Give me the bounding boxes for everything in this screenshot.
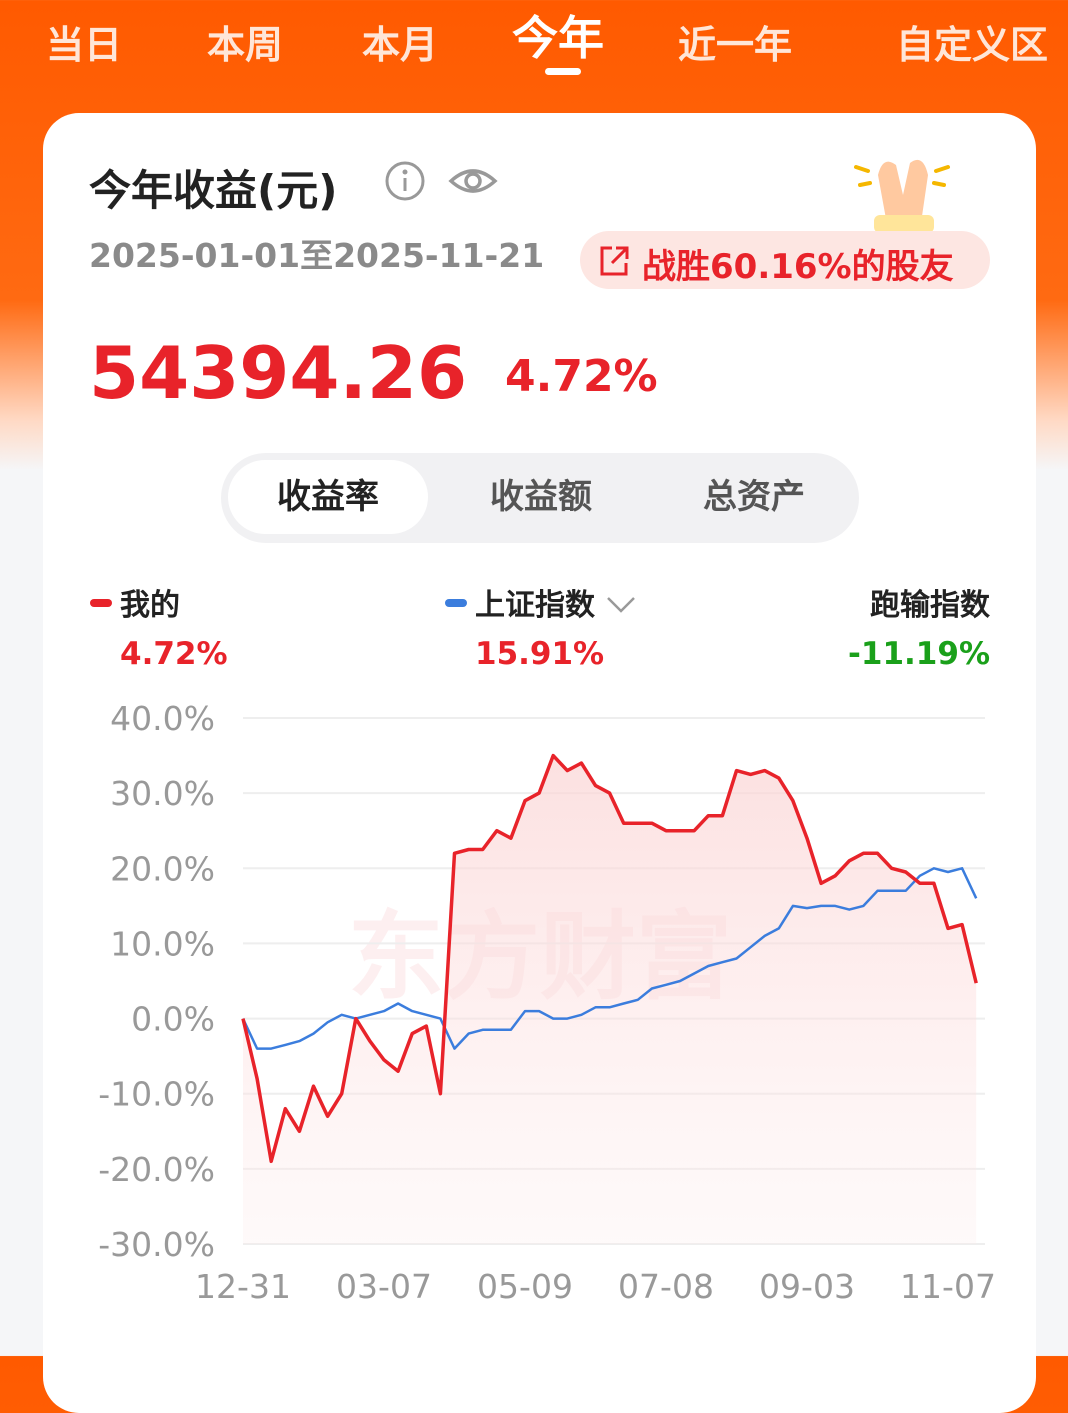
period-tab[interactable]: 近一年 (678, 23, 793, 67)
legend-value: 15.91% (475, 636, 604, 672)
y-tick-label: 10.0% (110, 924, 215, 963)
y-tick-label: -30.0% (98, 1225, 215, 1264)
x-tick-label: 11-07 (900, 1267, 996, 1306)
y-tick-label: 30.0% (110, 774, 215, 813)
period-tab[interactable]: 自定义区 (896, 23, 1049, 67)
x-tick-label: 03-07 (336, 1267, 432, 1306)
legend-swatch (445, 599, 467, 607)
legend-value: 4.72% (120, 636, 228, 672)
title-icons (385, 161, 498, 201)
segment[interactable]: 总资产 (703, 477, 805, 517)
dropdown-arrow (607, 597, 635, 613)
clap-icon (854, 159, 950, 233)
legend-item: 我的 4.72% (90, 588, 228, 672)
page: {"header": {"tabs": ["当日", "本周", "本月", "… (0, 0, 1068, 1356)
excess-value: -11.19% (848, 636, 990, 672)
profit-rate: 4.72% (505, 351, 658, 402)
legend-label: 我的 (120, 588, 180, 623)
profit-amount: 54394.26 (89, 331, 468, 415)
card-title: 今年收益(元) (89, 166, 338, 215)
excess-label: 跑输指数 (870, 588, 991, 623)
x-tick-label: 12-31 (195, 1267, 291, 1306)
badge[interactable]: 战胜60.16%的股友 (580, 231, 990, 289)
x-tick-label: 09-03 (759, 1267, 855, 1306)
share-icon (600, 246, 629, 276)
period-tab[interactable]: 当日 (46, 23, 123, 67)
date-range: 2025-01-01至2025-11-21 (89, 236, 545, 275)
active-tab-indicator (545, 68, 581, 75)
segment[interactable]: 收益额 (490, 477, 592, 517)
legend-swatch (90, 599, 112, 607)
legend-label: 上证指数 (475, 588, 596, 623)
y-tick-label: 0.0% (131, 1000, 215, 1039)
period-tab[interactable]: 本周 (207, 23, 284, 67)
y-tick-label: 40.0% (110, 699, 215, 738)
x-tick-label: 05-09 (477, 1267, 573, 1306)
series-line (241, 867, 978, 1050)
legend-item: 上证指数 15.91% (445, 588, 604, 672)
area (243, 755, 977, 1244)
chart: 东方财富-30.0%-20.0%-10.0%0.0%10.0%20.0%30.0… (90, 588, 996, 1306)
period-tab[interactable]: 本月 (362, 23, 439, 67)
y-tick-label: -10.0% (98, 1075, 215, 1114)
y-tick-label: 20.0% (110, 849, 215, 888)
x-tick-label: 07-08 (618, 1267, 714, 1306)
segment[interactable]: 收益率 (228, 460, 428, 534)
y-tick-label: -20.0% (98, 1150, 215, 1189)
period-tab[interactable]: 今年 (512, 11, 604, 65)
profit-card: 今年收益(元) 2025-01-01至2025-11-21 战胜60.16%的股… (43, 113, 1036, 1413)
segment-control: 收益率 收益额 总资产 (221, 453, 859, 543)
badge-text: 战胜60.16%的股友 (642, 247, 954, 287)
series-line (241, 753, 978, 1164)
